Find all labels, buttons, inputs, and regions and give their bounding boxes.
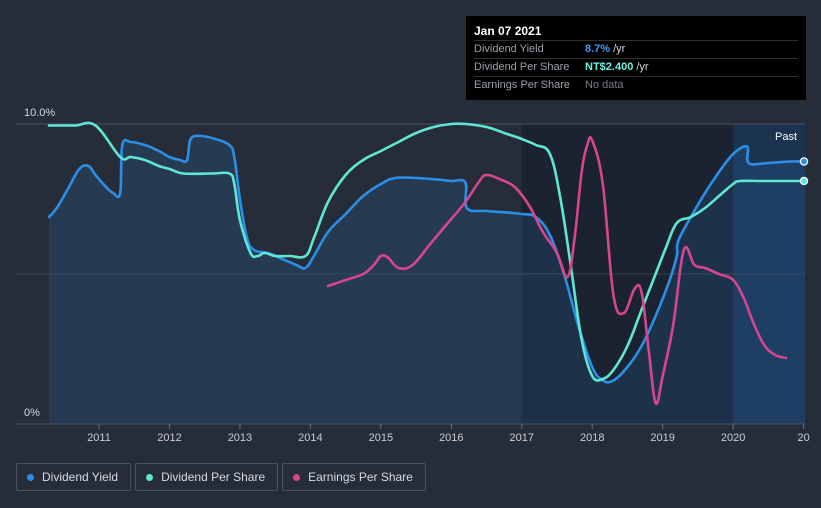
x-tick-label: 20 xyxy=(797,432,809,444)
tooltip-value: 8.7% xyxy=(585,43,611,55)
x-tick-label: 2016 xyxy=(439,432,463,444)
tooltip-unit: /yr xyxy=(613,43,626,55)
y-label-max: 10.0% xyxy=(24,107,55,119)
tooltip-date: Jan 07 2021 xyxy=(474,24,542,38)
tooltip-value: No data xyxy=(585,79,624,91)
x-tick-label: 2014 xyxy=(298,432,322,444)
legend-label: Dividend Per Share xyxy=(161,470,266,484)
x-tick-label: 2019 xyxy=(650,432,674,444)
dividend-per-share-line xyxy=(47,121,807,382)
tooltip-value: NT$2.400 xyxy=(585,61,634,73)
x-tick-label: 2020 xyxy=(721,432,745,444)
tooltip-label: Dividend Yield xyxy=(474,43,544,55)
legend-dividend-per-share[interactable]: Dividend Per Share xyxy=(135,463,279,491)
tooltip-label: Dividend Per Share xyxy=(474,61,570,73)
hover-tooltip: Jan 07 2021 Dividend Yield 8.7% /yr Divi… xyxy=(466,16,806,100)
dot-icon xyxy=(293,473,301,481)
tooltip-row-dividend-per-share: Dividend Per Share NT$2.400 /yr xyxy=(474,58,798,76)
tooltip-row-earnings-per-share: Earnings Per Share No data xyxy=(474,76,798,94)
dividend-yield-line xyxy=(47,134,807,384)
legend-earnings-per-share[interactable]: Earnings Per Share xyxy=(282,463,426,491)
series-end-marker xyxy=(799,157,809,166)
dot-icon xyxy=(146,473,154,481)
x-tick-label: 2018 xyxy=(580,432,604,444)
tooltip-label: Earnings Per Share xyxy=(474,79,570,91)
tooltip-unit: /yr xyxy=(636,61,649,73)
legend-dividend-yield[interactable]: Dividend Yield xyxy=(16,463,132,491)
chart-legend: Dividend Yield Dividend Per Share Earnin… xyxy=(16,463,426,491)
x-tick-label: 2012 xyxy=(157,432,181,444)
y-label-min: 0% xyxy=(24,407,40,419)
past-label: Past xyxy=(775,131,797,143)
earnings-per-share-line xyxy=(326,136,788,406)
legend-label: Dividend Yield xyxy=(42,470,119,484)
tooltip-row-dividend-yield: Dividend Yield 8.7% /yr xyxy=(474,40,798,58)
x-tick-label: 2013 xyxy=(228,432,252,444)
series-end-marker xyxy=(799,176,809,186)
x-tick-label: 2011 xyxy=(87,432,111,444)
x-tick-label: 2015 xyxy=(369,432,393,444)
x-tick-label: 2017 xyxy=(510,432,534,444)
dot-icon xyxy=(27,473,34,481)
legend-label: Earnings Per Share xyxy=(308,470,413,484)
